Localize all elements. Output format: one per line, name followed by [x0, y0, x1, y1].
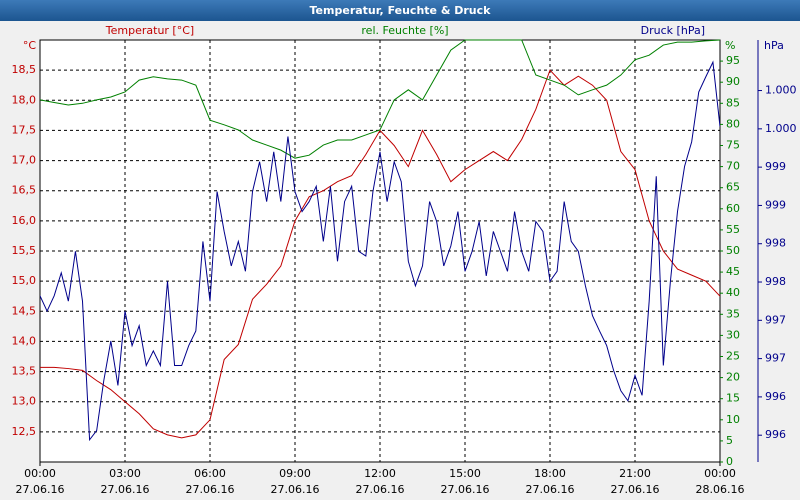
- y3-tick-label: 998: [765, 275, 786, 288]
- x-tick-label: 03:00: [109, 467, 141, 480]
- y-tick-label: 18,5: [12, 63, 37, 76]
- y2-tick-label: 40: [726, 286, 740, 299]
- y2-tick-label: 55: [726, 223, 740, 236]
- x-tick-label: 00:00: [704, 467, 736, 480]
- y2-tick-label: 50: [726, 244, 740, 257]
- y2-tick-label: 10: [726, 413, 740, 426]
- y2-tick-label: 5: [726, 434, 733, 447]
- y2-tick-label: 20: [726, 371, 740, 384]
- y-tick-label: 12,5: [12, 425, 37, 438]
- y3-tick-label: 999: [765, 198, 786, 211]
- y-tick-label: 13,5: [12, 365, 37, 378]
- y-tick-label: 16,5: [12, 184, 37, 197]
- title-bar: [0, 0, 800, 21]
- y2-tick-label: 60: [726, 202, 740, 215]
- x-tick-date: 27.06.16: [441, 483, 490, 496]
- x-tick-date: 27.06.16: [186, 483, 235, 496]
- y2-tick-label: 80: [726, 117, 740, 130]
- x-tick-label: 21:00: [619, 467, 651, 480]
- x-tick-label: 12:00: [364, 467, 396, 480]
- x-tick-date: 27.06.16: [101, 483, 150, 496]
- x-tick-label: 06:00: [194, 467, 226, 480]
- y2-tick-label: 75: [726, 139, 740, 152]
- y2-tick-label: 35: [726, 307, 740, 320]
- x-tick-date: 27.06.16: [526, 483, 575, 496]
- y-tick-label: 17,0: [12, 154, 37, 167]
- y3-tick-label: 998: [765, 237, 786, 250]
- y2-unit: %: [725, 39, 735, 52]
- y3-tick-label: 996: [765, 390, 786, 403]
- series-line: [40, 60, 720, 442]
- y2-tick-label: 90: [726, 75, 740, 88]
- y-tick-label: 18,0: [12, 93, 37, 106]
- x-tick-date: 27.06.16: [611, 483, 660, 496]
- y-tick-label: 14,5: [12, 304, 37, 317]
- series-line: [40, 69, 720, 439]
- y3-tick-label: 1.000: [765, 122, 797, 135]
- y3-tick-label: 997: [765, 313, 786, 326]
- x-tick-date: 27.06.16: [356, 483, 405, 496]
- y3-tick-label: 997: [765, 352, 786, 365]
- y2-tick-label: 85: [726, 96, 740, 109]
- y2-tick-label: 95: [726, 54, 740, 67]
- y2-tick-label: 25: [726, 350, 740, 363]
- x-tick-label: 15:00: [449, 467, 481, 480]
- legend-label: Temperatur [°C]: [105, 24, 194, 37]
- x-tick-label: 18:00: [534, 467, 566, 480]
- x-tick-date: 27.06.16: [16, 483, 65, 496]
- x-tick-date: 28.06.16: [696, 483, 745, 496]
- y-unit: °C: [23, 39, 37, 52]
- y-tick-label: 15,5: [12, 244, 37, 257]
- x-tick-label: 09:00: [279, 467, 311, 480]
- y2-tick-label: 45: [726, 265, 740, 278]
- y2-tick-label: 65: [726, 181, 740, 194]
- y-tick-label: 13,0: [12, 395, 37, 408]
- y2-tick-label: 0: [726, 455, 733, 468]
- x-tick-date: 27.06.16: [271, 483, 320, 496]
- y2-tick-label: 15: [726, 392, 740, 405]
- y3-tick-label: 999: [765, 160, 786, 173]
- y3-unit: hPa: [764, 39, 784, 52]
- legend-label: Druck [hPa]: [641, 24, 705, 37]
- y-tick-label: 16,0: [12, 214, 37, 227]
- chart-title: Temperatur, Feuchte & Druck: [310, 4, 492, 17]
- y2-tick-label: 30: [726, 328, 740, 341]
- x-tick-label: 00:00: [24, 467, 56, 480]
- y3-tick-label: 996: [765, 428, 786, 441]
- y-tick-label: 17,5: [12, 123, 37, 136]
- y2-tick-label: 70: [726, 160, 740, 173]
- y3-tick-label: 1.000: [765, 84, 797, 97]
- y-tick-label: 14,0: [12, 334, 37, 347]
- y-tick-label: 15,0: [12, 274, 37, 287]
- series-line: [40, 39, 720, 159]
- legend-label: rel. Feuchte [%]: [361, 24, 448, 37]
